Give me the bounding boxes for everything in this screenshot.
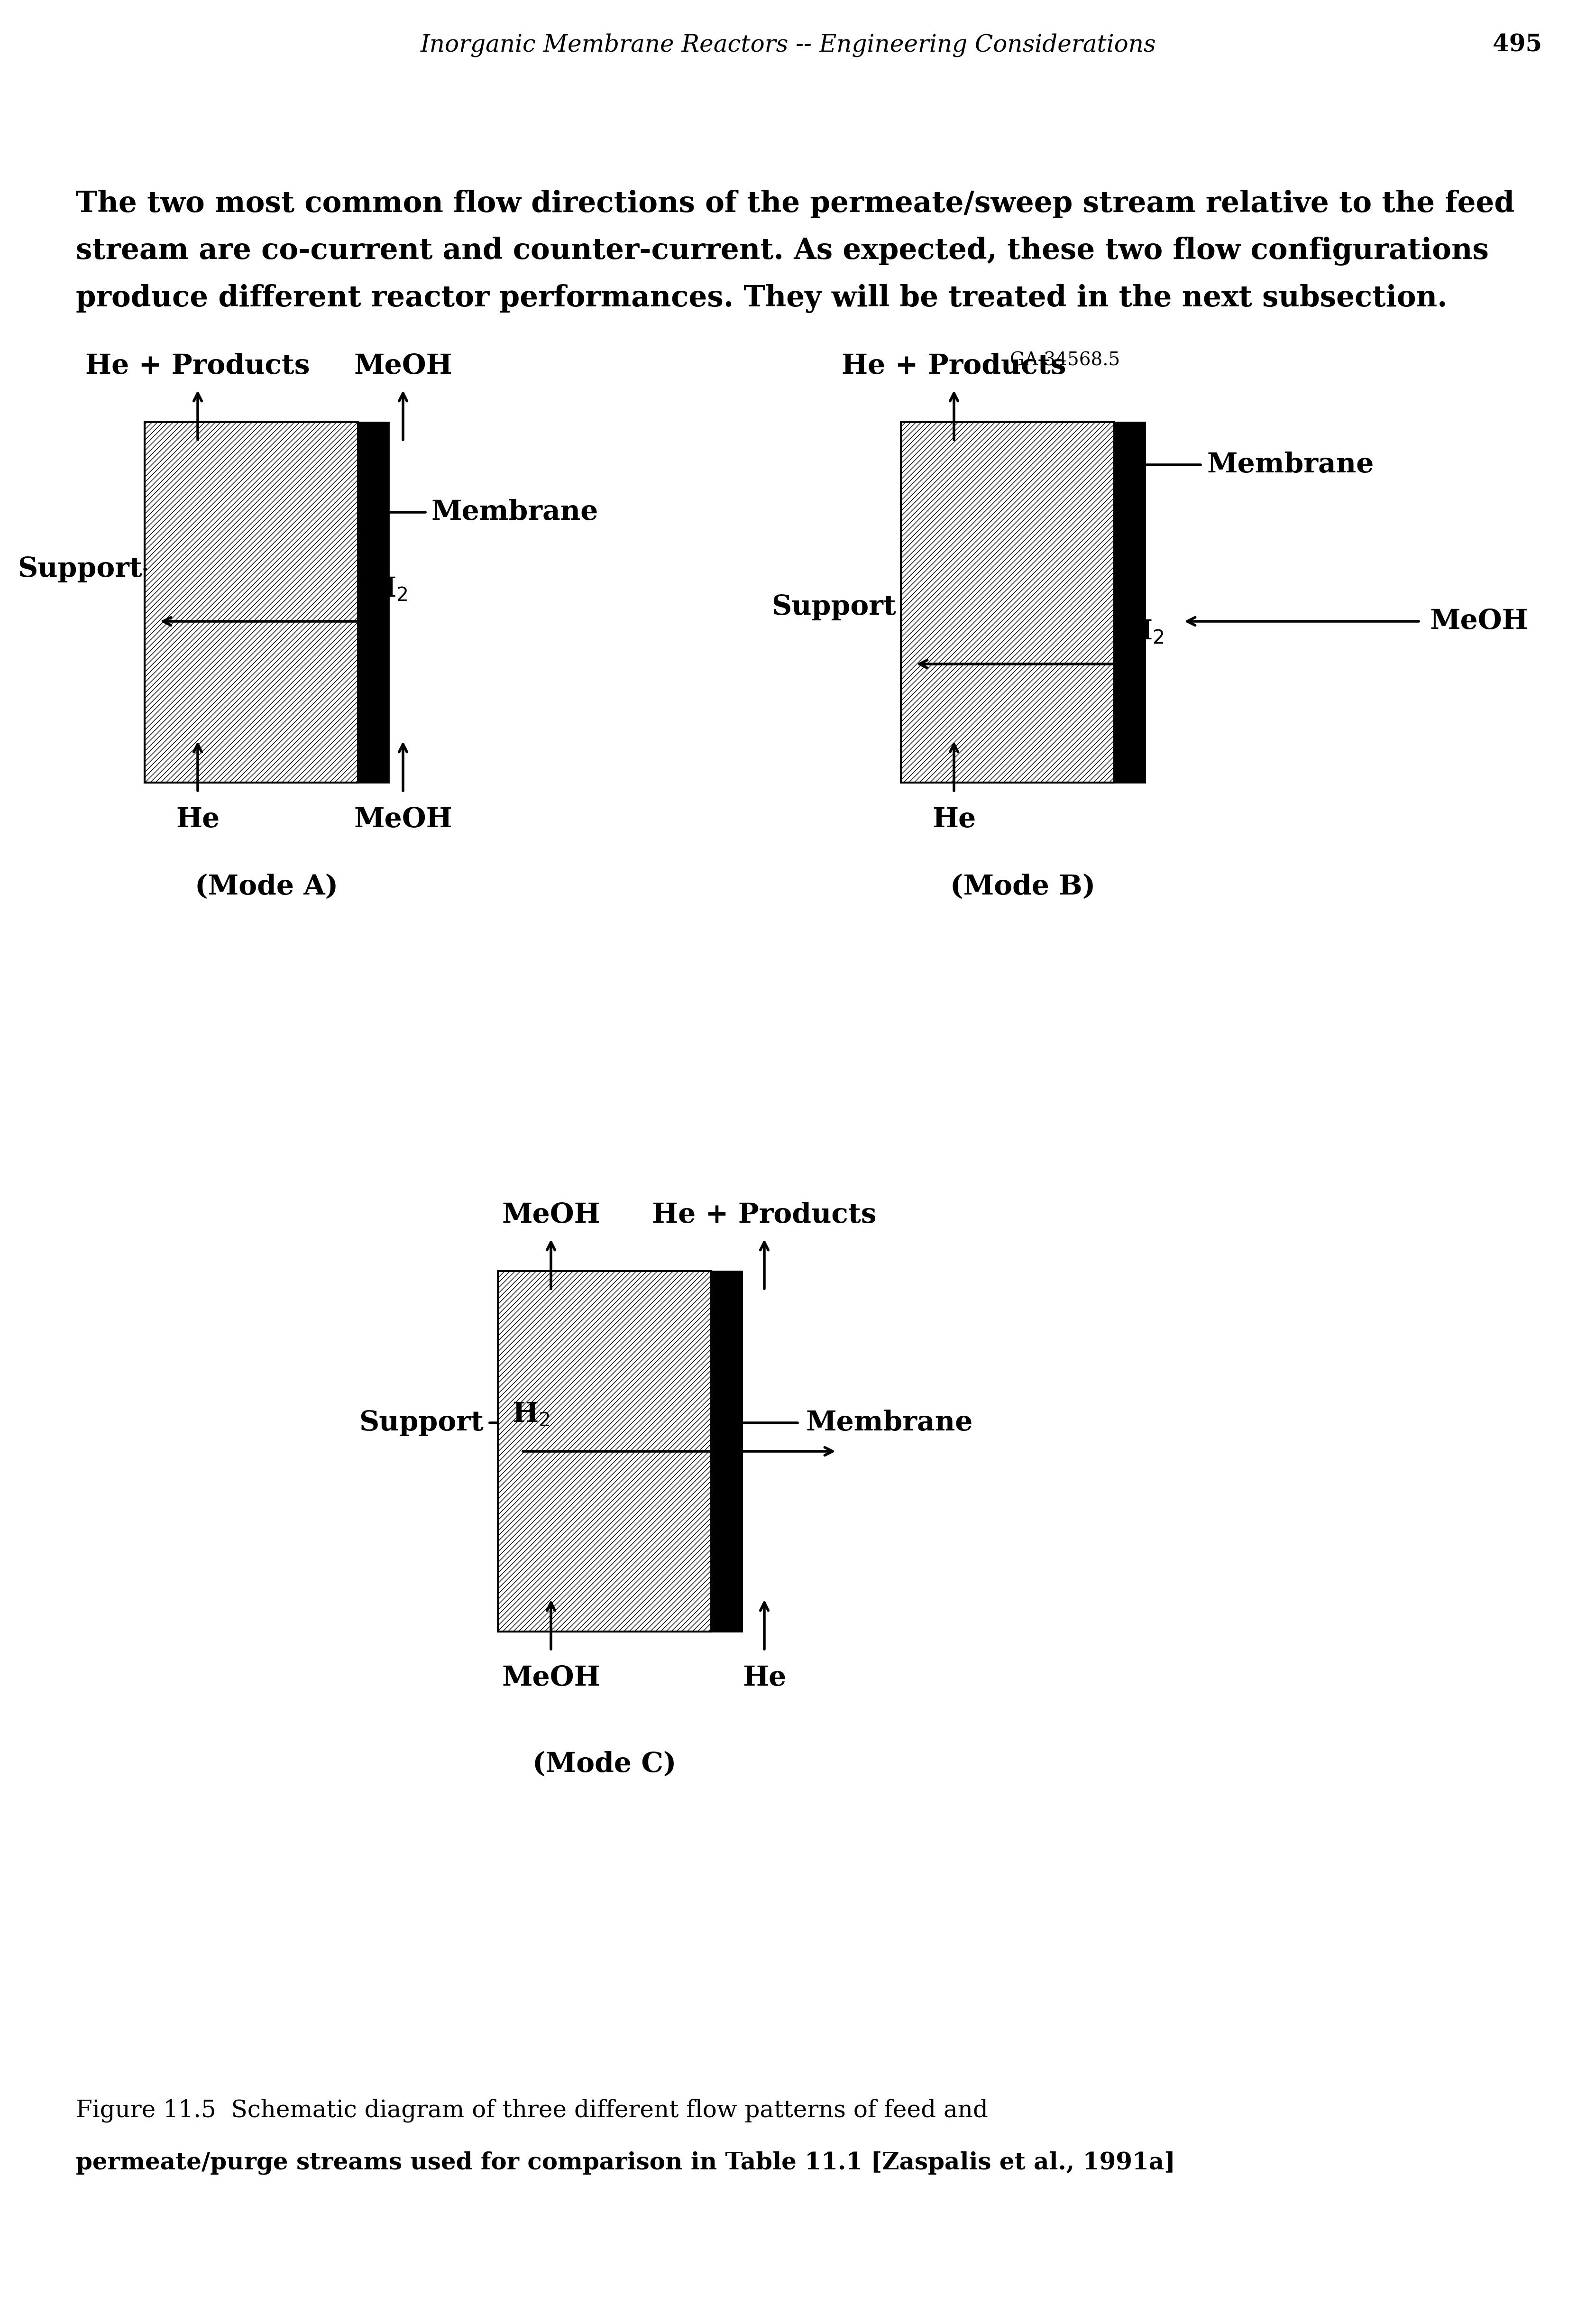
Text: stream are co-current and counter-current. As expected, these two flow configura: stream are co-current and counter-curren… [76, 237, 1489, 265]
Text: H$_2$: H$_2$ [513, 1401, 550, 1427]
Bar [498, 1271, 711, 1631]
Text: He + Products: He + Products [842, 353, 1066, 379]
Text: He + Products: He + Products [85, 353, 311, 379]
Text: He: He [743, 1664, 787, 1692]
Text: Support: Support [360, 1411, 484, 1436]
Text: MeOH: MeOH [501, 1664, 601, 1692]
Text: Figure 11.5  Schematic diagram of three different flow patterns of feed and: Figure 11.5 Schematic diagram of three d… [76, 2099, 989, 2122]
Text: MeOH: MeOH [501, 1202, 601, 1229]
Text: produce different reactor performances. They will be treated in the next subsect: produce different reactor performances. … [76, 284, 1448, 314]
Text: (Mode A): (Mode A) [196, 874, 337, 899]
Text: He + Products: He + Products [651, 1202, 877, 1229]
Text: Support: Support [17, 555, 142, 583]
Text: MeOH: MeOH [353, 353, 453, 379]
Text: He: He [177, 806, 219, 832]
Text: Membrane: Membrane [432, 500, 599, 525]
Text: 495: 495 [1492, 33, 1542, 56]
Text: MeOH: MeOH [1429, 609, 1528, 634]
Text: The two most common flow directions of the permeate/sweep stream relative to the: The two most common flow directions of t… [76, 191, 1514, 218]
Text: (Mode B): (Mode B) [949, 874, 1096, 899]
Text: Inorganic Membrane Reactors -- Engineering Considerations: Inorganic Membrane Reactors -- Engineeri… [421, 33, 1156, 56]
Bar [145, 423, 358, 783]
Text: H$_2$: H$_2$ [371, 576, 407, 602]
Bar [358, 423, 390, 783]
Text: (Mode C): (Mode C) [533, 1750, 677, 1778]
Bar [900, 423, 1115, 783]
Text: Membrane: Membrane [1206, 451, 1374, 479]
Bar [711, 1271, 743, 1631]
Text: GA 34568.5: GA 34568.5 [1009, 351, 1120, 370]
Text: permeate/purge streams used for comparison in Table 11.1 [Zaspalis et al., 1991a: permeate/purge streams used for comparis… [76, 2152, 1175, 2175]
Text: H$_2$: H$_2$ [1126, 618, 1164, 646]
Text: He: He [932, 806, 976, 832]
Text: MeOH: MeOH [353, 806, 453, 832]
Bar [1115, 423, 1145, 783]
Text: Membrane: Membrane [806, 1411, 973, 1436]
Text: Support: Support [771, 595, 896, 621]
